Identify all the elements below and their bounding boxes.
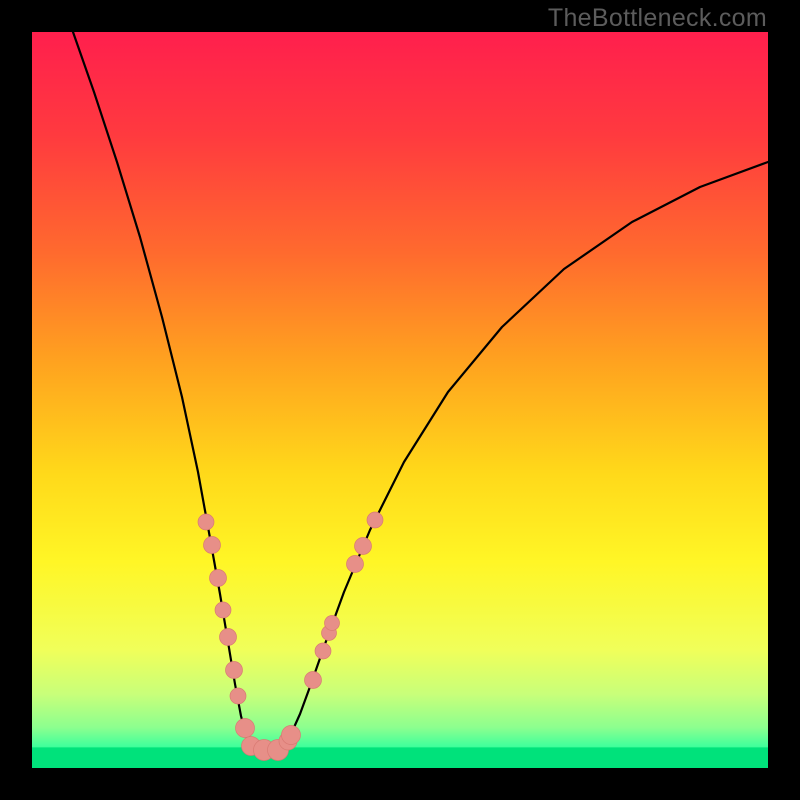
- data-point: [215, 602, 231, 618]
- watermark-text: TheBottleneck.com: [548, 4, 767, 33]
- data-point: [226, 662, 243, 679]
- data-point: [315, 643, 331, 659]
- data-point: [367, 512, 383, 528]
- data-point: [230, 688, 246, 704]
- data-point: [355, 538, 372, 555]
- data-point: [325, 616, 340, 631]
- chart-plot-area: [32, 32, 768, 768]
- data-point: [204, 537, 221, 554]
- data-point: [347, 556, 364, 573]
- chart-svg: [32, 32, 768, 768]
- data-point: [198, 514, 214, 530]
- data-point: [236, 719, 255, 738]
- data-point: [305, 672, 322, 689]
- data-point: [220, 629, 237, 646]
- chart-background: [32, 32, 768, 768]
- chart-baseline-band: [32, 747, 768, 768]
- data-point: [210, 570, 227, 587]
- data-point: [282, 726, 301, 745]
